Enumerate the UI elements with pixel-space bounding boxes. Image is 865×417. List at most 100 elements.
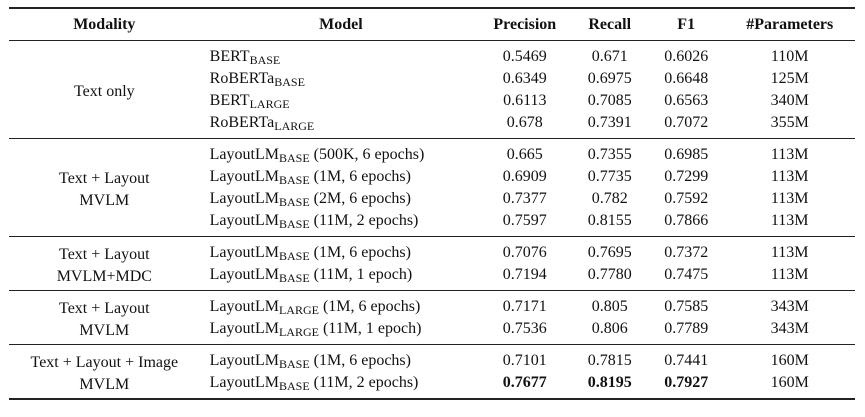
table-row: LayoutLMBASE (1M, 6 epochs) 0.6909 0.7735 0… — [9, 166, 855, 188]
model-cell: LayoutLMBASE (1M, 6 epochs) — [200, 166, 479, 188]
precision-cell: 0.678 — [506, 114, 543, 131]
table-row: BERTLARGE 0.6113 0.7085 0.6563 340M — [9, 90, 855, 112]
f1-cell: 0.6563 — [664, 92, 709, 109]
model-size: BASE — [278, 151, 310, 165]
model-config: (11M, 2 epochs) — [309, 212, 419, 229]
precision-cell: 0.6113 — [503, 92, 547, 109]
f1-cell: 0.7927 — [664, 374, 709, 391]
f1-cell: 0.6026 — [664, 48, 709, 65]
precision-cell: 0.5469 — [502, 48, 547, 65]
model-name: RoBERTa — [209, 114, 275, 131]
f1-cell: 0.7475 — [664, 266, 709, 283]
table-row: Text + Layout MVLM LayoutLMBASE (500K, 6 e… — [9, 139, 855, 209]
recall-cell: 0.7355 — [587, 146, 632, 163]
header-model: Model — [319, 15, 363, 33]
model-cell: LayoutLMBASE (11M, 2 epochs) — [200, 210, 479, 237]
precision-cell: 0.7076 — [502, 244, 547, 261]
model-cell: RoBERTaLARGE — [200, 112, 479, 139]
model-size: BASE — [278, 249, 310, 263]
model-name: BERT — [209, 92, 250, 109]
precision-cell: 0.6349 — [502, 70, 547, 87]
row-group: Text only BERTBASE 0.5469 0.671 0.6026 110M Ro… — [9, 41, 855, 139]
table-row: LayoutLMBASE (11M, 2 epochs) 0.7677 0.8195… — [9, 372, 855, 399]
header-f1: F1 — [677, 15, 696, 33]
parameters-cell: 113M — [770, 190, 809, 207]
table-row: Text only BERTBASE 0.5469 0.671 0.6026 110M — [9, 41, 855, 100]
model-size: LARGE — [274, 119, 315, 133]
model-name: LayoutLM — [209, 244, 279, 261]
parameters-cell: 343M — [770, 320, 809, 337]
model-cell: RoBERTaBASE — [200, 68, 479, 90]
model-size: BASE — [249, 53, 281, 67]
modality-line: MVLM+MDC — [56, 268, 152, 285]
row-group: Text + Layout MVLM LayoutLMLARGE (1M, 6 ep… — [9, 290, 855, 345]
model-size: LARGE — [278, 325, 319, 339]
precision-cell: 0.7377 — [502, 190, 547, 207]
row-group: Text + Layout + Image MVLM LayoutLMBASE (1… — [9, 344, 855, 399]
model-cell: LayoutLMBASE (1M, 6 epochs) — [200, 345, 479, 373]
parameters-cell: 113M — [770, 168, 809, 185]
model-size: BASE — [278, 271, 310, 285]
precision-cell: 0.6909 — [502, 168, 547, 185]
parameters-cell: 113M — [770, 266, 809, 283]
model-size: BASE — [278, 173, 310, 187]
parameters-cell: 113M — [770, 212, 809, 229]
model-cell: LayoutLMLARGE (11M, 1 epoch) — [200, 318, 479, 345]
table-row: LayoutLMBASE (2M, 6 epochs) 0.7377 0.782 0.… — [9, 188, 855, 210]
modality-cell: Text + Layout + Image MVLM — [9, 345, 200, 400]
modality-line: Text + Layout — [59, 246, 150, 263]
recall-cell: 0.7780 — [587, 266, 632, 283]
model-size: BASE — [274, 75, 305, 89]
recall-cell: 0.7391 — [587, 114, 632, 131]
model-config: (11M, 2 epochs) — [309, 374, 419, 391]
parameters-cell: 113M — [770, 244, 809, 261]
modality-line: Text + Layout — [59, 170, 150, 187]
parameters-cell: 160M — [770, 352, 809, 369]
header-modality: Modality — [73, 15, 136, 33]
model-cell: LayoutLMBASE (11M, 1 epoch) — [200, 264, 479, 291]
model-name: LayoutLM — [209, 168, 279, 185]
table-row: Text + Layout + Image MVLM LayoutLMBASE (1… — [9, 345, 855, 393]
model-cell: LayoutLMBASE (1M, 6 epochs) — [200, 237, 479, 265]
results-table: Modality Model Precision Recall F1 #Para… — [9, 7, 855, 400]
model-cell: BERTLARGE — [200, 90, 479, 112]
recall-cell: 0.7695 — [587, 244, 632, 261]
modality-line: Text + Layout — [59, 300, 150, 317]
parameters-cell: 343M — [770, 298, 809, 315]
model-size: BASE — [278, 379, 310, 393]
model-name: RoBERTa — [209, 70, 275, 87]
f1-cell: 0.7299 — [664, 168, 709, 185]
model-size: LARGE — [249, 97, 290, 111]
modality-line: Text + Layout + Image — [30, 354, 179, 371]
recall-cell: 0.806 — [591, 320, 628, 337]
modality-cell: Text only — [9, 41, 200, 139]
modality-line: MVLM — [79, 192, 130, 209]
recall-cell: 0.782 — [591, 190, 628, 207]
parameters-cell: 355M — [770, 114, 809, 131]
model-cell: LayoutLMLARGE (1M, 6 epochs) — [200, 291, 479, 319]
model-size: BASE — [278, 357, 310, 371]
header-precision: Precision — [493, 15, 557, 33]
modality-cell: Text + Layout MVLM — [9, 139, 200, 237]
table-row: LayoutLMBASE (11M, 1 epoch) 0.7194 0.7780 0… — [9, 264, 855, 291]
precision-cell: 0.665 — [506, 146, 543, 163]
f1-cell: 0.7072 — [664, 114, 709, 131]
model-config: (1M, 6 epochs) — [309, 352, 411, 369]
f1-cell: 0.7441 — [664, 352, 709, 369]
model-config: (1M, 6 epochs) — [318, 298, 421, 315]
model-size: BASE — [278, 195, 310, 209]
table-row: LayoutLMBASE (11M, 2 epochs) 0.7597 0.8155… — [9, 210, 855, 237]
table-row: RoBERTaBASE 0.6349 0.6975 0.6648 125M — [9, 68, 855, 90]
parameters-cell: 160M — [770, 374, 809, 391]
recall-cell: 0.7815 — [587, 352, 632, 369]
model-config: (11M, 1 epoch) — [309, 266, 413, 283]
model-config: (500K, 6 epochs) — [309, 146, 425, 163]
row-group: Text + Layout MVLM+MDC LayoutLMBASE (1M, 6… — [9, 236, 855, 291]
modality-line: MVLM — [79, 376, 130, 393]
model-name: LayoutLM — [209, 374, 279, 391]
recall-cell: 0.671 — [591, 48, 628, 65]
model-name: LayoutLM — [209, 146, 279, 163]
f1-cell: 0.6985 — [664, 146, 709, 163]
model-cell: LayoutLMBASE (500K, 6 epochs) — [200, 139, 479, 167]
model-name: LayoutLM — [209, 212, 279, 229]
